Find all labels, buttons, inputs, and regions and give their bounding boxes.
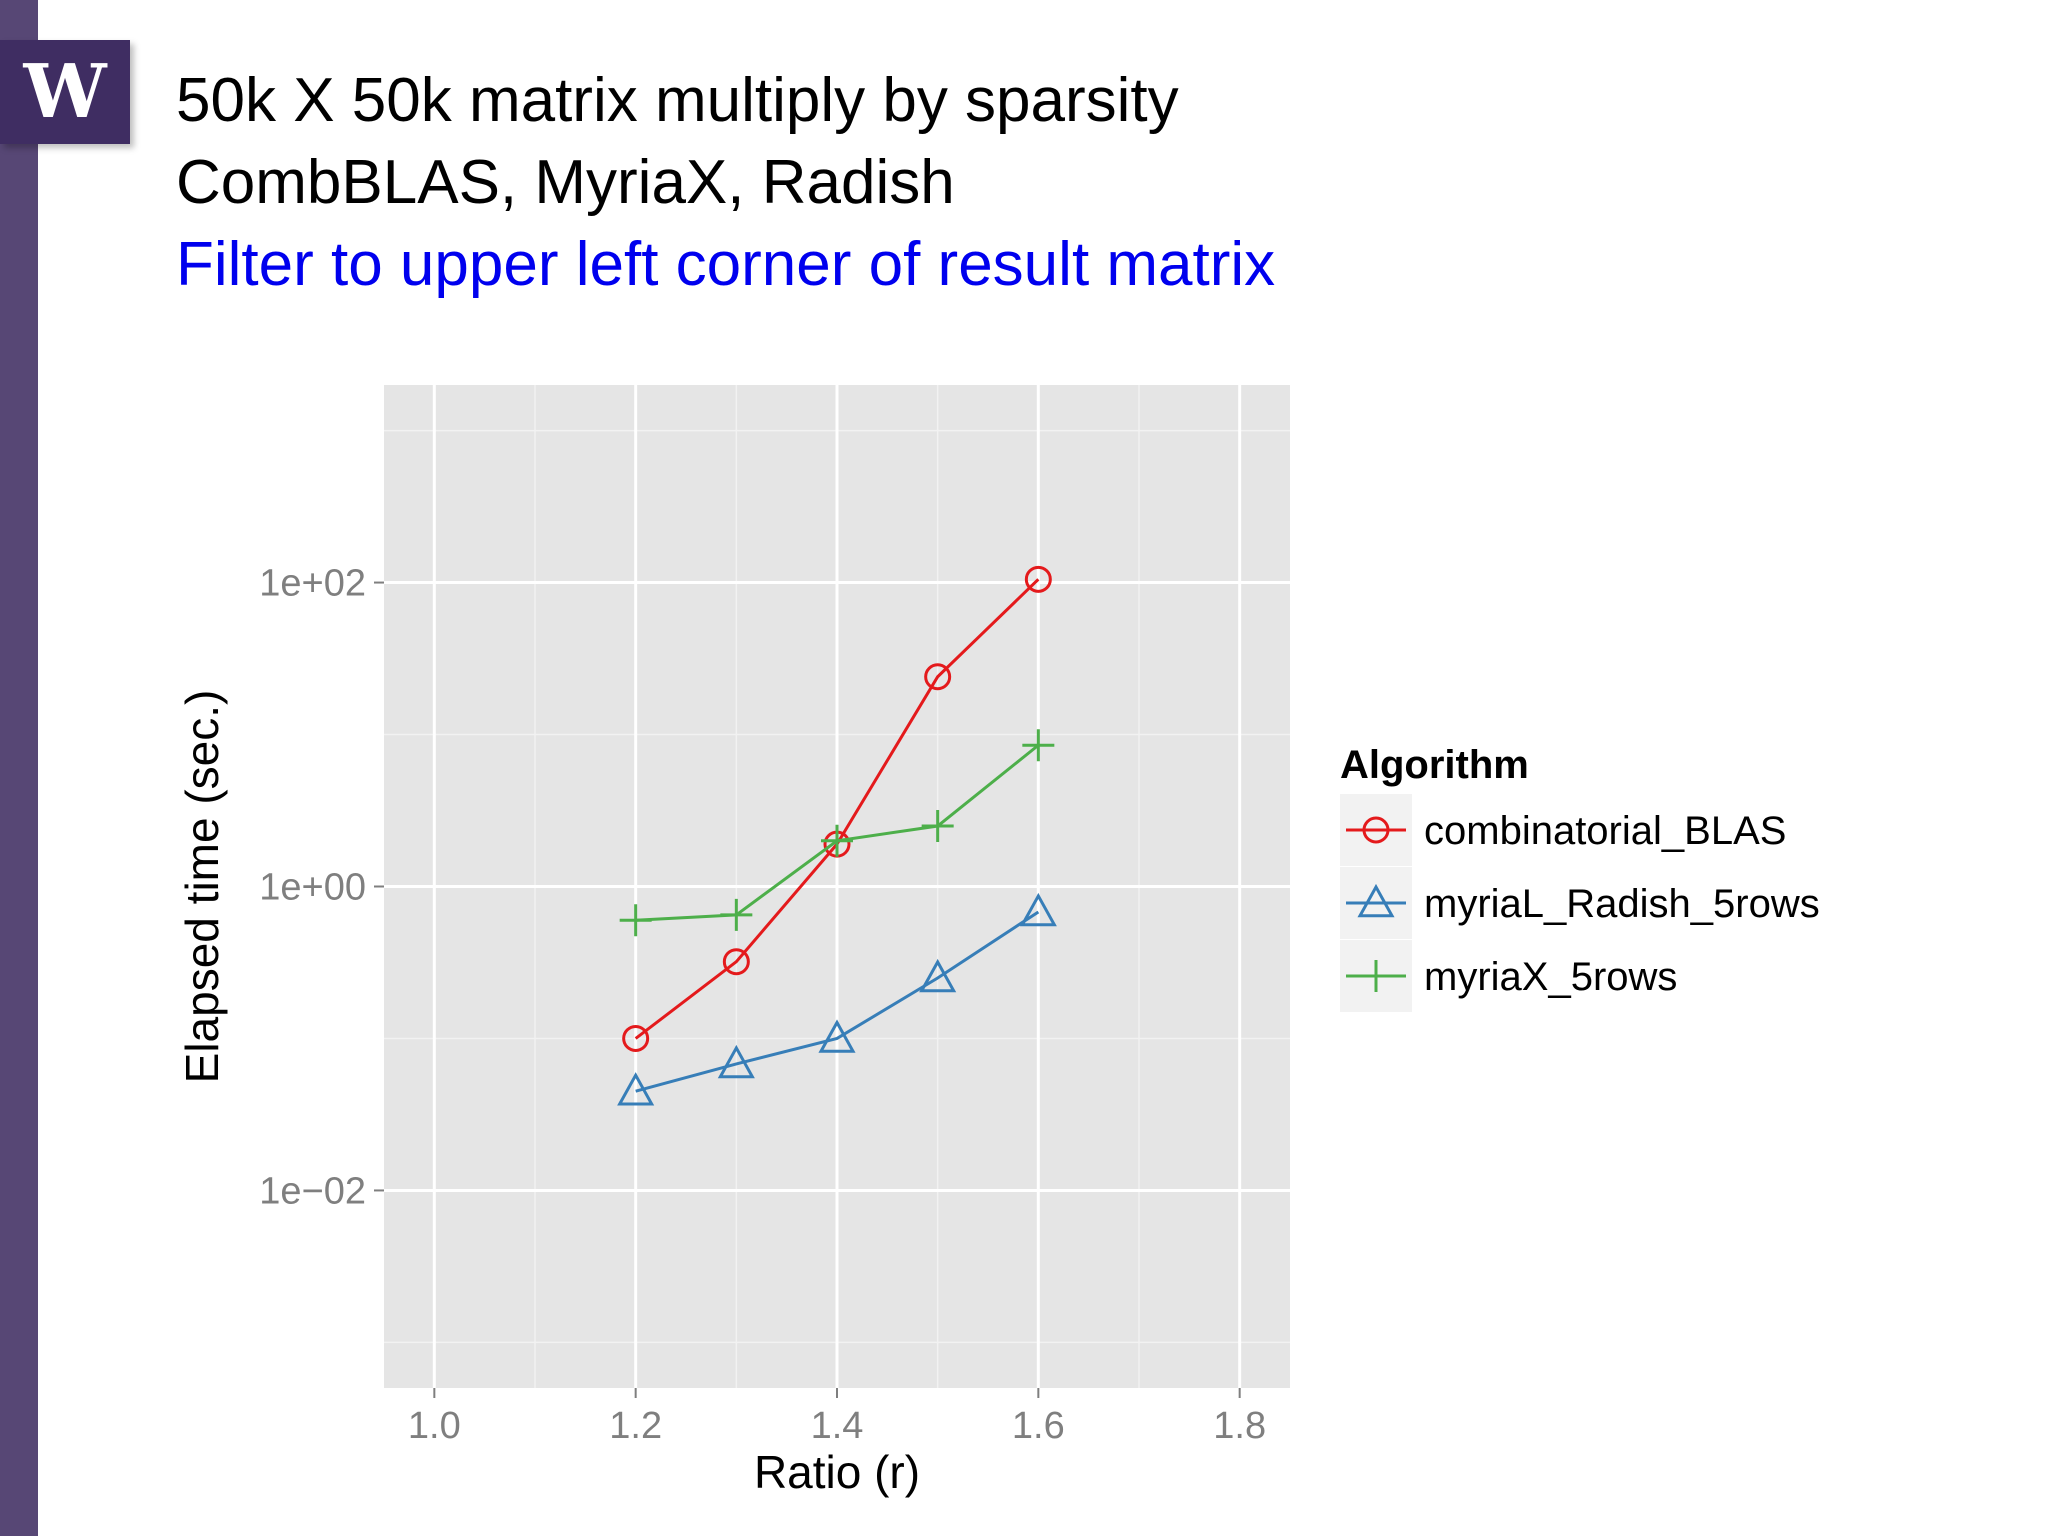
y-axis-title: Elapsed time (sec.) xyxy=(176,690,228,1084)
legend-title: Algorithm xyxy=(1340,743,1529,787)
x-axis-title: Ratio (r) xyxy=(754,1446,920,1498)
x-tick-label: 1.0 xyxy=(408,1405,461,1447)
data-point-myriaL_Radish_5rows xyxy=(717,1044,755,1079)
university-logo: W xyxy=(0,40,130,144)
data-point-combinatorial_BLAS xyxy=(722,948,750,976)
legend-key-marker xyxy=(1362,816,1390,844)
legend-entry-label: myriaL_Radish_5rows xyxy=(1424,882,1820,926)
data-point-myriaL_Radish_5rows xyxy=(818,1019,856,1053)
data-point-myriaL_Radish_5rows xyxy=(617,1072,655,1106)
legend-entry-label: myriaX_5rows xyxy=(1424,955,1677,999)
x-tick-label: 1.6 xyxy=(1012,1405,1065,1447)
y-tick-label: 1e+02 xyxy=(259,563,366,605)
data-point-myriaX_5rows xyxy=(619,904,652,937)
data-point-combinatorial_BLAS xyxy=(1024,565,1052,593)
y-tick-label: 1e+00 xyxy=(259,867,366,909)
data-point-myriaX_5rows xyxy=(1022,729,1055,762)
data-point-combinatorial_BLAS xyxy=(622,1024,650,1052)
series-line-myriaL_Radish_5rows xyxy=(635,910,1040,1093)
legend-key-marker xyxy=(1360,960,1392,992)
data-point-myriaX_5rows xyxy=(921,810,954,843)
slide-title: 50k X 50k matrix multiply by sparsity Co… xyxy=(176,60,1275,306)
x-tick-label: 1.4 xyxy=(811,1405,864,1447)
title-line-1: 50k X 50k matrix multiply by sparsity xyxy=(176,66,1179,135)
x-tick-label: 1.8 xyxy=(1213,1405,1266,1447)
x-tick-label: 1.2 xyxy=(609,1405,662,1447)
title-line-2: CombBLAS, MyriaX, Radish xyxy=(176,148,955,217)
legend-key-marker xyxy=(1357,883,1395,918)
left-accent-bar xyxy=(0,0,38,1536)
data-point-myriaL_Radish_5rows xyxy=(919,958,957,993)
data-point-myriaX_5rows xyxy=(821,824,853,857)
legend-entry-label: combinatorial_BLAS xyxy=(1424,809,1786,853)
data-point-combinatorial_BLAS xyxy=(924,663,952,691)
data-point-myriaX_5rows xyxy=(720,898,753,931)
title-line-3: Filter to upper left corner of result ma… xyxy=(176,230,1276,299)
y-tick-label: 1e−02 xyxy=(259,1170,366,1212)
data-point-myriaL_Radish_5rows xyxy=(1019,892,1057,927)
